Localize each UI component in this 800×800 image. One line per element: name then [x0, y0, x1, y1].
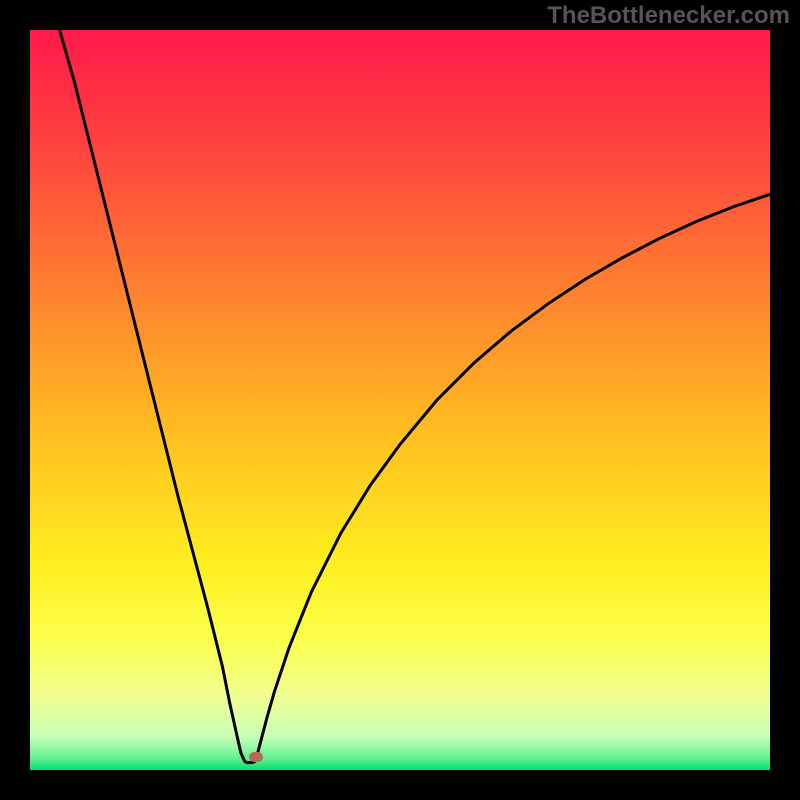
- plot-svg: [30, 30, 770, 770]
- minimum-marker: [249, 752, 263, 762]
- chart-frame: TheBottlenecker.com: [0, 0, 800, 800]
- plot-area: [30, 30, 770, 770]
- watermark-text: TheBottlenecker.com: [547, 2, 790, 30]
- gradient-background: [30, 30, 770, 770]
